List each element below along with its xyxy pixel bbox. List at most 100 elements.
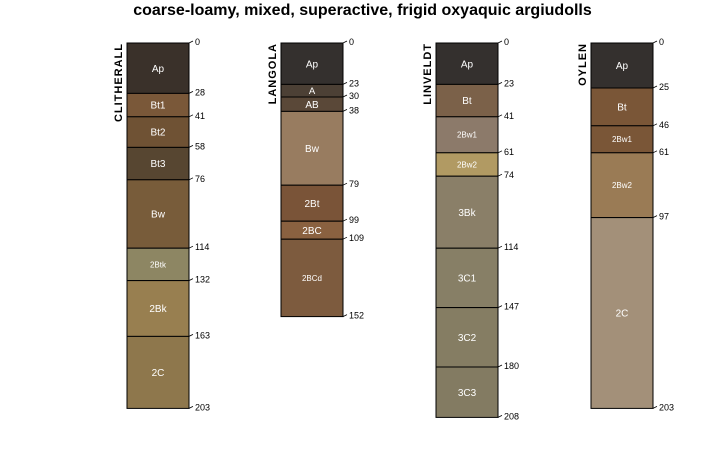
depth-tick: [342, 314, 348, 317]
chart-title: coarse-loamy, mixed, superactive, frigid…: [133, 2, 592, 19]
horizon-label: 2Bw1: [457, 131, 478, 140]
horizon-2bw1: [590, 125, 654, 154]
horizon-label: 2Bw2: [612, 181, 633, 190]
depth-label: 61: [504, 147, 514, 157]
horizon-label: 2BC: [302, 226, 321, 237]
depth-tick: [497, 114, 503, 118]
horizon-3bk: [435, 175, 499, 249]
depth-label: 74: [504, 170, 514, 180]
horizon-label: Bt: [462, 96, 472, 107]
depth-label: 208: [504, 411, 519, 421]
horizon-ap: [126, 42, 190, 94]
horizon-2c: [126, 335, 190, 409]
depth-tick: [497, 415, 503, 418]
horizon-label: 2C: [616, 309, 629, 320]
depth-tick: [497, 364, 503, 368]
depth-tick: [188, 145, 194, 148]
depth-tick: [188, 40, 194, 44]
soil-profile-oylen: Ap Bt 2Bw1 2Bw2 2C 0 25 46 61 97 203 OYLEN: [577, 37, 674, 412]
horizon-label: AB: [305, 100, 319, 111]
depth-label: 147: [504, 302, 519, 312]
horizon-label: 2Btk: [150, 260, 167, 269]
depth-label: 23: [504, 78, 514, 88]
depth-tick: [188, 114, 194, 118]
depth-tick: [652, 85, 658, 89]
horizon-label: 3C2: [458, 333, 477, 344]
profile-name: OYLEN: [577, 43, 589, 86]
horizon-label: Bt: [617, 103, 627, 114]
horizon-bt: [435, 83, 499, 118]
horizon-label: 3Bk: [458, 208, 476, 219]
depth-label: 61: [659, 147, 669, 157]
horizon-label: Ap: [152, 64, 165, 75]
horizon-3c2: [435, 307, 499, 368]
depth-label: 30: [349, 91, 359, 101]
horizon-label: 2C: [152, 368, 165, 379]
horizon-label: Bt1: [150, 101, 165, 112]
depth-label: 132: [195, 275, 210, 285]
horizon-label: Bw: [151, 210, 166, 221]
horizon-3c3: [435, 366, 499, 418]
horizon-label: 3C1: [458, 274, 477, 285]
horizon-bw: [280, 110, 344, 186]
profile-name: LINVELDT: [422, 43, 434, 105]
depth-tick: [497, 40, 503, 44]
depth-label: 180: [504, 361, 519, 371]
horizon-label: 2Bw1: [612, 135, 633, 144]
depth-tick: [652, 215, 658, 218]
depth-label: 76: [195, 174, 205, 184]
depth-label: 23: [349, 78, 359, 88]
depth-tick: [497, 305, 503, 308]
horizon-label: 3C3: [458, 388, 477, 399]
depth-label: 28: [195, 87, 205, 97]
depth-label: 203: [659, 402, 674, 412]
depth-tick: [342, 218, 348, 222]
depth-tick: [188, 91, 194, 94]
horizon-label: Bw: [305, 144, 320, 155]
horizon-label: 2Bk: [149, 304, 167, 315]
profile-name: LANGOLA: [267, 43, 279, 104]
horizon-bt2: [126, 116, 190, 148]
depth-tick: [188, 334, 194, 337]
depth-label: 203: [195, 402, 210, 412]
horizon-3c1: [435, 247, 499, 309]
horizon-label: A: [309, 86, 316, 97]
depth-label: 79: [349, 179, 359, 189]
depth-label: 0: [504, 37, 509, 47]
depth-tick: [652, 150, 658, 154]
depth-tick: [342, 40, 348, 44]
depth-tick: [342, 109, 348, 112]
depth-label: 163: [195, 330, 210, 340]
horizon-label: Ap: [461, 59, 474, 70]
profile-name: CLITHERALL: [113, 43, 125, 122]
horizon-2bt: [280, 184, 344, 222]
soil-profile-langola: Ap A AB Bw 2Bt 2BC 2BCd 0 23 30 38 79 99 109 152 LANGOL…: [267, 37, 364, 321]
horizon-label: Bt3: [150, 159, 165, 170]
horizon-ap: [435, 42, 499, 85]
depth-label: 114: [504, 242, 518, 252]
depth-label: 41: [195, 111, 205, 121]
depth-tick: [342, 94, 348, 98]
horizon-label: 2Bw2: [457, 160, 478, 169]
depth-label: 0: [659, 37, 664, 47]
depth-tick: [342, 182, 348, 186]
horizon-label: 2BCd: [302, 274, 322, 283]
depth-label: 99: [349, 215, 359, 225]
depth-label: 97: [659, 212, 669, 222]
depth-tick: [342, 82, 348, 85]
depth-tick: [342, 236, 348, 240]
depth-tick: [188, 177, 194, 181]
depth-tick: [497, 245, 503, 249]
depth-label: 0: [349, 37, 354, 47]
depth-tick: [652, 123, 658, 127]
horizon-ap: [590, 42, 654, 89]
horizon-label: Bt2: [150, 128, 165, 139]
depth-tick: [497, 82, 503, 85]
horizon-label: 2Bt: [304, 199, 319, 210]
depth-label: 58: [195, 141, 205, 151]
depth-tick: [652, 406, 658, 409]
depth-label: 109: [349, 233, 364, 243]
depth-tick: [652, 40, 658, 44]
horizon-2c: [590, 217, 654, 409]
